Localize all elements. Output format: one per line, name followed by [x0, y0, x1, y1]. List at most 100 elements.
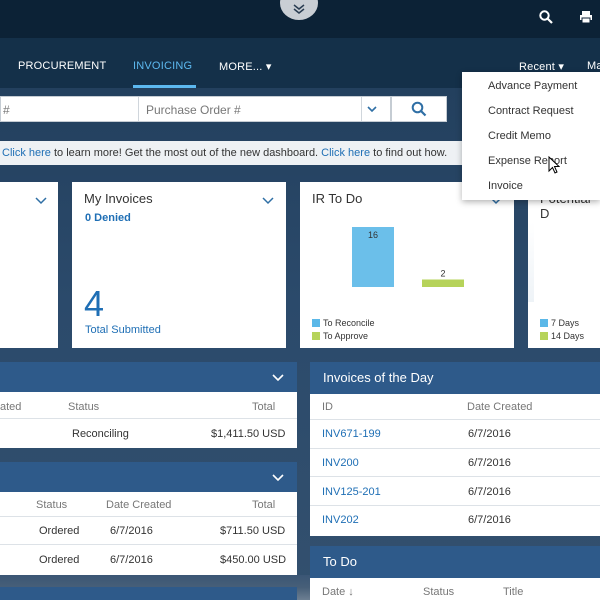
menu-item-credit-memo[interactable]: Credit Memo — [488, 130, 551, 142]
legend-item: 7 Days — [540, 318, 579, 328]
ir-todo-tile[interactable]: IR To Do 16 2 To Reconcile To Approve — [300, 182, 514, 348]
search-type-dropdown[interactable] — [363, 97, 381, 121]
chevron-down-icon — [272, 374, 284, 382]
col-header[interactable]: Status — [36, 499, 68, 511]
col-header[interactable]: Total — [252, 401, 276, 413]
active-tab-indicator — [133, 85, 196, 88]
invoices-of-day-panel: Invoices of the Day ID Date Created INV6… — [310, 362, 600, 536]
row-divider — [310, 505, 600, 506]
legend-item: To Reconcile — [312, 318, 375, 328]
legend-item: 14 Days — [540, 331, 584, 341]
col-header[interactable]: ated — [0, 401, 22, 413]
chevron-down-icon — [35, 197, 47, 205]
cell-total: $1,411.50 USD — [211, 428, 286, 440]
col-header-title[interactable]: Title — [503, 586, 524, 598]
nav-truncated-item[interactable]: Ma — [587, 60, 600, 72]
search-field-id[interactable]: # — [3, 103, 10, 117]
cell-total: $711.50 USD — [220, 525, 286, 537]
cell-total: $450.00 USD — [220, 554, 287, 566]
cell-status: Ordered — [39, 525, 80, 537]
cell-date: 6/7/2016 — [468, 428, 511, 440]
cell-status: Reconciling — [72, 428, 129, 440]
nav-procurement[interactable]: PROCUREMENT — [18, 60, 107, 72]
invoice-link[interactable]: INV202 — [322, 514, 359, 526]
col-header-id[interactable]: ID — [322, 401, 333, 413]
row-divider — [0, 544, 297, 545]
row-divider — [0, 418, 297, 419]
banner-text-2: to find out how. — [370, 147, 448, 159]
legend-label: 7 Days — [551, 318, 580, 328]
chart-bar-partial — [528, 222, 534, 302]
panel-title: Invoices of the Day — [323, 370, 434, 385]
nav-recent-label: Recent — [519, 61, 556, 73]
tile-partial[interactable] — [0, 182, 58, 348]
left-panel-3-header[interactable] — [0, 587, 297, 600]
search-button[interactable] — [391, 96, 447, 122]
cell-date: 6/7/2016 — [468, 457, 511, 469]
panel-header[interactable]: To Do — [310, 546, 600, 578]
left-panel-2: Status Date Created Total Ordered 6/7/20… — [0, 462, 297, 575]
invoice-link[interactable]: INV200 — [322, 457, 359, 469]
legend-label: To Approve — [323, 331, 369, 341]
invoice-link[interactable]: INV671-199 — [322, 428, 381, 440]
learn-more-link[interactable]: Click here — [2, 147, 51, 159]
tile-title: My Invoices — [84, 191, 153, 206]
legend-swatch — [540, 332, 548, 340]
chevron-down-icon — [262, 197, 274, 205]
bar-value-label: 16 — [368, 230, 378, 240]
row-divider — [310, 448, 600, 449]
nav-recent[interactable]: Recent ▾ — [519, 60, 564, 73]
chart-bar[interactable] — [352, 227, 394, 287]
cell-date: 6/7/2016 — [468, 486, 511, 498]
banner-text-1: to learn more! Get the most out of the n… — [50, 147, 322, 159]
total-submitted-label: Total Submitted — [85, 324, 161, 336]
mouse-cursor-icon — [548, 156, 560, 174]
invoice-link[interactable]: INV125-201 — [322, 486, 381, 498]
chevron-down-icon — [367, 105, 377, 112]
nav-more[interactable]: MORE... ▾ — [219, 60, 272, 73]
nav-invoicing[interactable]: INVOICING — [133, 60, 193, 72]
col-header[interactable]: Status — [68, 401, 100, 413]
legend-swatch — [312, 319, 320, 327]
row-divider — [310, 476, 600, 477]
menu-item-advance-payment[interactable]: Advance Payment — [488, 80, 578, 92]
chevron-down-icon — [272, 474, 284, 482]
cell-date: 6/7/2016 — [468, 514, 511, 526]
panel-header[interactable] — [0, 462, 297, 492]
search-bar: # Purchase Order # — [0, 96, 391, 122]
col-header-status[interactable]: Status — [423, 586, 455, 598]
col-header[interactable]: Total — [252, 499, 276, 511]
col-header-date[interactable]: Date ↓ — [322, 586, 354, 598]
collapse-header-button[interactable] — [280, 0, 318, 20]
nav-more-label: MORE... — [219, 61, 263, 73]
denied-count[interactable]: 0 Denied — [85, 212, 131, 224]
legend-label: 14 Days — [551, 331, 585, 341]
my-invoices-tile[interactable]: My Invoices 0 Denied 4 Total Submitted — [72, 182, 286, 348]
legend-swatch — [312, 332, 320, 340]
panel-title: To Do — [323, 554, 357, 569]
col-header-date[interactable]: Date Created — [467, 401, 533, 413]
divider — [138, 97, 139, 121]
ir-todo-chart: 16 2 — [352, 227, 464, 288]
panel-header[interactable]: Invoices of the Day — [310, 362, 600, 394]
print-icon[interactable] — [579, 10, 593, 27]
menu-item-contract-request[interactable]: Contract Request — [488, 105, 574, 117]
recent-dropdown-menu: Advance Payment Contract Request Credit … — [462, 72, 600, 200]
legend-label: To Reconcile — [323, 318, 375, 328]
menu-item-invoice[interactable]: Invoice — [488, 180, 523, 192]
panel-header[interactable] — [0, 362, 297, 392]
total-submitted-number: 4 — [84, 283, 105, 324]
cell-date: 6/7/2016 — [110, 525, 153, 537]
col-header[interactable]: Date Created — [106, 499, 172, 511]
chart-bar[interactable] — [422, 279, 464, 288]
menu-item-expense-report[interactable]: Expense Report — [488, 155, 567, 167]
potential-tile[interactable]: Potential D 7 Days 14 Days — [528, 182, 600, 348]
bar-value-label: 2 — [440, 269, 445, 279]
search-icon — [411, 101, 427, 117]
caret-down-icon: ▾ — [265, 61, 272, 73]
todo-panel: To Do Date ↓ Status Title — [310, 546, 600, 600]
row-divider — [0, 516, 297, 517]
find-out-link[interactable]: Click here — [321, 147, 371, 159]
search-icon[interactable] — [539, 10, 553, 27]
purchase-order-field[interactable]: Purchase Order # — [146, 103, 241, 117]
